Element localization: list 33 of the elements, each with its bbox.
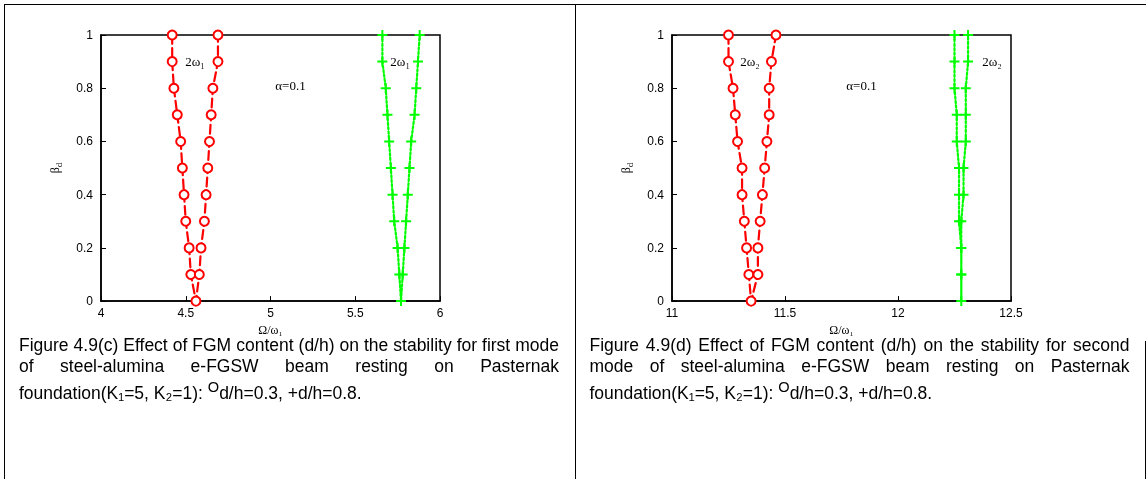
annotation: 2ω₂ [739, 54, 760, 70]
y-tick-label: 0.8 [646, 81, 664, 96]
y-tick-label: 0.6 [76, 134, 94, 149]
annotation: 2ω₁ [390, 54, 410, 70]
y-tick-label: 0.2 [76, 240, 94, 255]
x-axis-title: Ω/ω₁ [828, 323, 854, 337]
x-tick-label: 11 [665, 306, 679, 321]
caption: Figure 4.9(c) Effect of FGM content (d/h) on the stability for first mode of steel-alumina e-FGSW beam resting on Pasternak foundation(K₁=5, K₂=1): $^{O}$d/h=0.3, +d/h=0.8. [19, 335, 559, 404]
annotation: α=0.1 [845, 78, 877, 94]
y-tick-label: 1 [656, 28, 664, 42]
y-tick-label: 1 [86, 28, 94, 42]
x-tick-label: 5 [267, 306, 275, 321]
annotation: 2ω₁ [185, 54, 205, 70]
x-axis-title: Ω/ω₁ [258, 323, 283, 337]
y-tick-label: 0.4 [76, 187, 94, 202]
annotation: 2ω₂ [981, 54, 1002, 70]
y-tick-label: 0.6 [646, 134, 664, 149]
x-tick-label: 4 [97, 306, 105, 321]
caption: Figure 4.9(d) Effect of FGM content (d/h) on the stability for second mode of steel-alumina e-FGSW beam resting on Pasternak foundation(K₁=5, K₂=1): $^{O}$d/h=0.3, +d/h=0.8. [589, 335, 1130, 404]
x-tick-label: 12 [890, 306, 905, 321]
x-tick-label: 11.5 [773, 306, 797, 321]
y-tick-label: 0.4 [646, 187, 664, 202]
y-tick-label: 0.8 [76, 81, 94, 96]
annotation: α=0.1 [275, 78, 306, 94]
y-axis-title: βd [47, 162, 64, 174]
y-tick-label: 0 [86, 294, 94, 309]
x-tick-label: 5.5 [346, 306, 364, 321]
x-tick-label: 12.5 [998, 306, 1023, 321]
y-tick-label: 0.2 [646, 240, 664, 255]
y-tick-label: 0 [656, 294, 664, 309]
y-axis-title: βd [618, 162, 634, 174]
x-tick-label: 4.5 [177, 306, 195, 321]
x-tick-label: 6 [436, 306, 444, 321]
